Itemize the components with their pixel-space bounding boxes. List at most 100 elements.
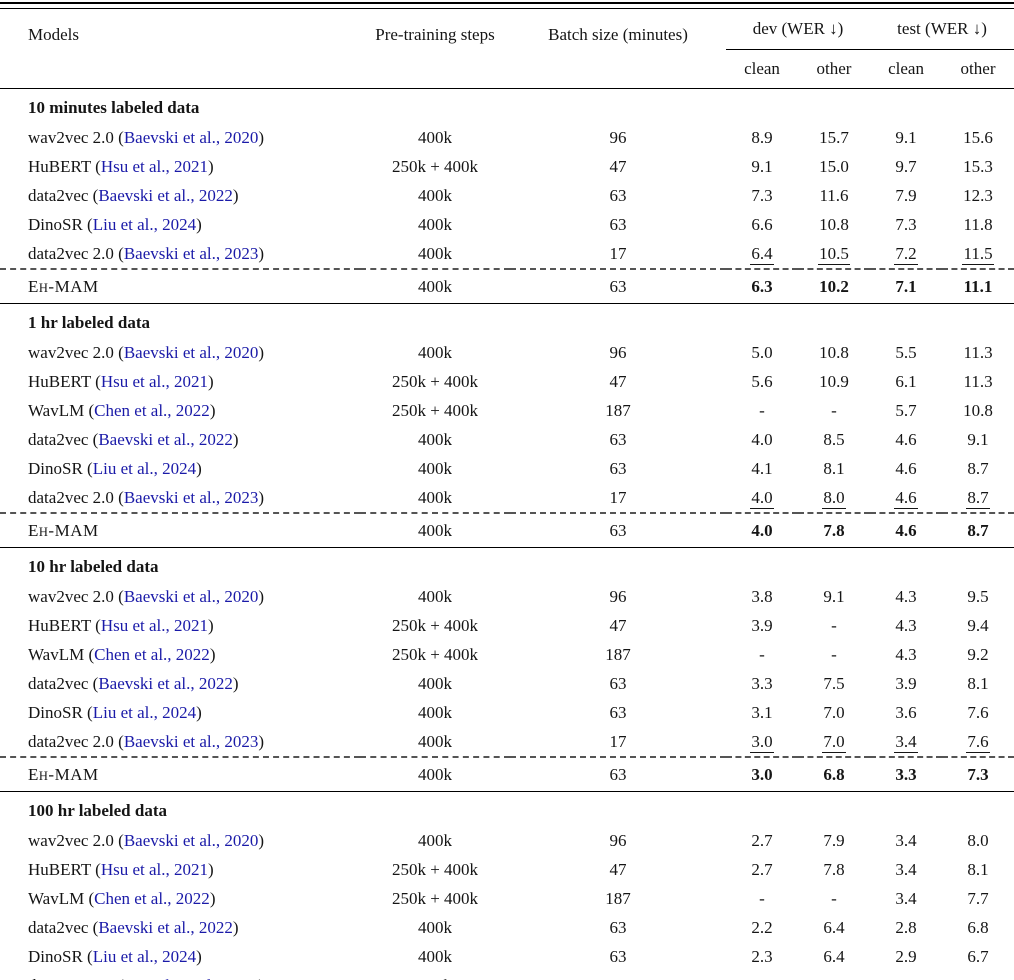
model-name-cell: DinoSR (Liu et al., 2024) bbox=[28, 458, 202, 478]
model-name-cell: WavLM (Chen et al., 2022) bbox=[28, 888, 216, 908]
wer-test-clean-cell: 9.7 bbox=[870, 152, 942, 181]
wer-value: 7.1 bbox=[895, 276, 917, 296]
wer-dev-other-cell: 7.0 bbox=[798, 698, 870, 727]
wer-test-clean-cell: 2.9 bbox=[870, 942, 942, 971]
wer-dev-clean-cell: 2.2 bbox=[726, 971, 798, 980]
wer-test-other-cell: 6.4 bbox=[942, 971, 1014, 980]
wer-test-clean-cell: 4.6 bbox=[870, 425, 942, 454]
batch-size-cell: 47 bbox=[609, 156, 627, 176]
citation-link[interactable]: Hsu et al., 2021 bbox=[100, 156, 208, 176]
section-title-row: 1 hr labeled data bbox=[0, 304, 1014, 339]
wer-value: - bbox=[759, 400, 765, 420]
wer-test-other-cell: 8.7 bbox=[942, 483, 1014, 513]
pretraining-steps-cell: 250k + 400k bbox=[391, 400, 479, 420]
wer-dev-other-cell: 8.1 bbox=[798, 454, 870, 483]
citation-link[interactable]: Baevski et al., 2023 bbox=[123, 731, 259, 751]
citation-link[interactable]: Baevski et al., 2023 bbox=[123, 243, 259, 263]
wer-value: 3.1 bbox=[751, 702, 773, 722]
citation-link[interactable]: Baevski et al., 2022 bbox=[98, 917, 233, 937]
wer-value: 4.3 bbox=[895, 644, 917, 664]
citation-link[interactable]: Liu et al., 2024 bbox=[92, 458, 197, 478]
model-name-cell: DinoSR (Liu et al., 2024) bbox=[28, 214, 202, 234]
wer-test-clean-cell: 3.4 bbox=[870, 727, 942, 757]
citation-link[interactable]: Liu et al., 2024 bbox=[92, 214, 197, 234]
citation-link[interactable]: Hsu et al., 2021 bbox=[100, 615, 208, 635]
wer-value: 11.5 bbox=[962, 243, 994, 265]
wer-value: 2.7 bbox=[751, 859, 773, 879]
wer-value: 2.2 bbox=[750, 975, 774, 980]
wer-value: - bbox=[831, 888, 837, 908]
wer-value: 6.1 bbox=[895, 371, 917, 391]
pretraining-steps-cell: 250k + 400k bbox=[391, 156, 479, 176]
model-row: DinoSR (Liu et al., 2024) 400k 63 2.3 6.4 2.9… bbox=[0, 942, 1014, 971]
wer-value: 4.3 bbox=[895, 586, 917, 606]
wer-value: 11.6 bbox=[819, 185, 849, 205]
wer-test-other-cell: 11.8 bbox=[942, 210, 1014, 239]
citation-link[interactable]: Hsu et al., 2021 bbox=[100, 371, 208, 391]
wer-value: 5.5 bbox=[895, 342, 917, 362]
wer-dev-clean-cell: 6.6 bbox=[726, 210, 798, 239]
pretraining-steps-cell: 400k bbox=[418, 731, 452, 751]
wer-value: 6.4 bbox=[966, 975, 990, 980]
citation-link[interactable]: Baevski et al., 2020 bbox=[123, 830, 259, 850]
wer-dev-other-cell: 6.4 bbox=[798, 913, 870, 942]
wer-value: 3.4 bbox=[895, 859, 917, 879]
wer-value: 7.8 bbox=[823, 859, 845, 879]
citation-link[interactable]: Chen et al., 2022 bbox=[94, 400, 210, 420]
citation-link[interactable]: Chen et al., 2022 bbox=[94, 644, 210, 664]
citation-link[interactable]: Baevski et al., 2023 bbox=[123, 487, 259, 507]
model-row: EH-MAM 400k 63 4.0 7.8 4.6 8.7 bbox=[0, 512, 1014, 548]
model-name-cell: data2vec 2.0 (Baevski et al., 2023) bbox=[28, 487, 265, 507]
wer-test-other-cell: 11.3 bbox=[942, 367, 1014, 396]
citation-link[interactable]: Baevski et al., 2022 bbox=[98, 185, 233, 205]
wer-value: 10.5 bbox=[818, 243, 850, 265]
wer-dev-other-cell: 10.8 bbox=[798, 210, 870, 239]
citation-link[interactable]: Baevski et al., 2020 bbox=[123, 586, 259, 606]
wer-value: 6.7 bbox=[967, 946, 989, 966]
citation-link[interactable]: Chen et al., 2022 bbox=[94, 888, 210, 908]
pretraining-steps-cell: 400k bbox=[418, 243, 452, 263]
batch-size-cell: 187 bbox=[605, 400, 631, 420]
wer-dev-clean-cell: 3.9 bbox=[726, 611, 798, 640]
citation-link[interactable]: Baevski et al., 2022 bbox=[98, 673, 233, 693]
citation-link[interactable]: Liu et al., 2024 bbox=[92, 702, 197, 722]
citation-link[interactable]: Baevski et al., 2022 bbox=[98, 429, 233, 449]
wer-dev-clean-cell: 4.0 bbox=[726, 483, 798, 513]
wer-value: 6.8 bbox=[823, 764, 845, 784]
wer-value: 6.6 bbox=[751, 214, 773, 234]
citation-link[interactable]: Liu et al., 2024 bbox=[92, 946, 197, 966]
wer-test-other-cell: 7.3 bbox=[942, 756, 1014, 792]
wer-dev-other-cell: 7.8 bbox=[798, 855, 870, 884]
wer-test-other-cell: 7.6 bbox=[942, 727, 1014, 757]
citation-link[interactable]: Baevski et al., 2023 bbox=[124, 976, 259, 980]
model-name-cell: EH-MAM bbox=[0, 268, 360, 304]
model-row: wav2vec 2.0 (Baevski et al., 2020) 400k 96… bbox=[0, 826, 1014, 855]
wer-value: 2.7 bbox=[751, 830, 773, 850]
model-row: wav2vec 2.0 (Baevski et al., 2020) 400k 96… bbox=[0, 582, 1014, 611]
citation-link[interactable]: Baevski et al., 2020 bbox=[123, 127, 259, 147]
wer-value: 7.3 bbox=[967, 764, 989, 784]
wer-dev-clean-cell: 3.0 bbox=[726, 756, 798, 792]
wer-value: 3.0 bbox=[751, 764, 773, 784]
wer-dev-other-cell: 8.5 bbox=[798, 425, 870, 454]
wer-test-other-cell: 9.1 bbox=[942, 425, 1014, 454]
model-name-cell: wav2vec 2.0 (Baevski et al., 2020) bbox=[28, 830, 265, 850]
model-row: DinoSR (Liu et al., 2024) 400k 63 6.6 10.8 7.… bbox=[0, 210, 1014, 239]
wer-value: 4.0 bbox=[751, 429, 773, 449]
pretraining-steps-cell: 400k bbox=[360, 971, 510, 980]
wer-value: 2.9 bbox=[895, 946, 917, 966]
wer-value: 3.0 bbox=[750, 731, 774, 753]
wer-value: 15.6 bbox=[963, 127, 993, 147]
model-name-cell: data2vec 2.0 (Baevski et al., 2023) bbox=[28, 243, 265, 263]
batch-size-cell: 17 bbox=[510, 971, 726, 980]
pretraining-steps-cell: 400k bbox=[418, 830, 452, 850]
model-row: DinoSR (Liu et al., 2024) 400k 63 3.1 7.0 3.6… bbox=[0, 698, 1014, 727]
wer-value: 7.0 bbox=[822, 731, 846, 753]
batch-size-cell: 63 bbox=[609, 702, 627, 722]
citation-link[interactable]: Hsu et al., 2021 bbox=[100, 859, 208, 879]
wer-test-other-cell: 9.4 bbox=[942, 611, 1014, 640]
wer-value: 7.6 bbox=[966, 731, 990, 753]
citation-link[interactable]: Baevski et al., 2020 bbox=[123, 342, 259, 362]
wer-value: 9.4 bbox=[967, 615, 989, 635]
